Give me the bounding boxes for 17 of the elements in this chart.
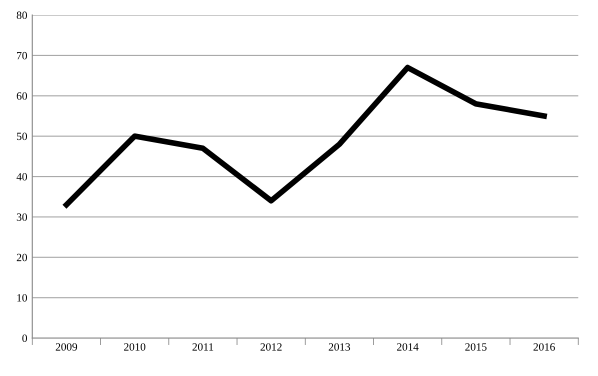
x-tick-label: 2013 [328, 343, 350, 351]
y-tick-label: 30 [16, 213, 28, 221]
x-tick-label: 2015 [465, 343, 487, 351]
x-tick-label: 2016 [534, 343, 555, 351]
y-tick-label: 10 [17, 294, 28, 302]
x-tick-label: 2012 [260, 343, 282, 351]
y-tick-label: 40 [16, 173, 28, 180]
x-tick-label: 2010 [124, 343, 146, 351]
y-tick-label: 50 [16, 132, 28, 140]
y-tick-label: 70 [17, 52, 28, 60]
y-tick-label: 20 [16, 254, 28, 262]
x-tick-label: 2011 [192, 343, 214, 351]
y-tick-label: 80 [16, 12, 28, 20]
x-tick-label: 2009 [56, 343, 78, 351]
x-tick-label: 2014 [397, 343, 419, 351]
y-tick-label: 60 [16, 92, 28, 100]
y-tick-label: 0 [22, 334, 28, 342]
